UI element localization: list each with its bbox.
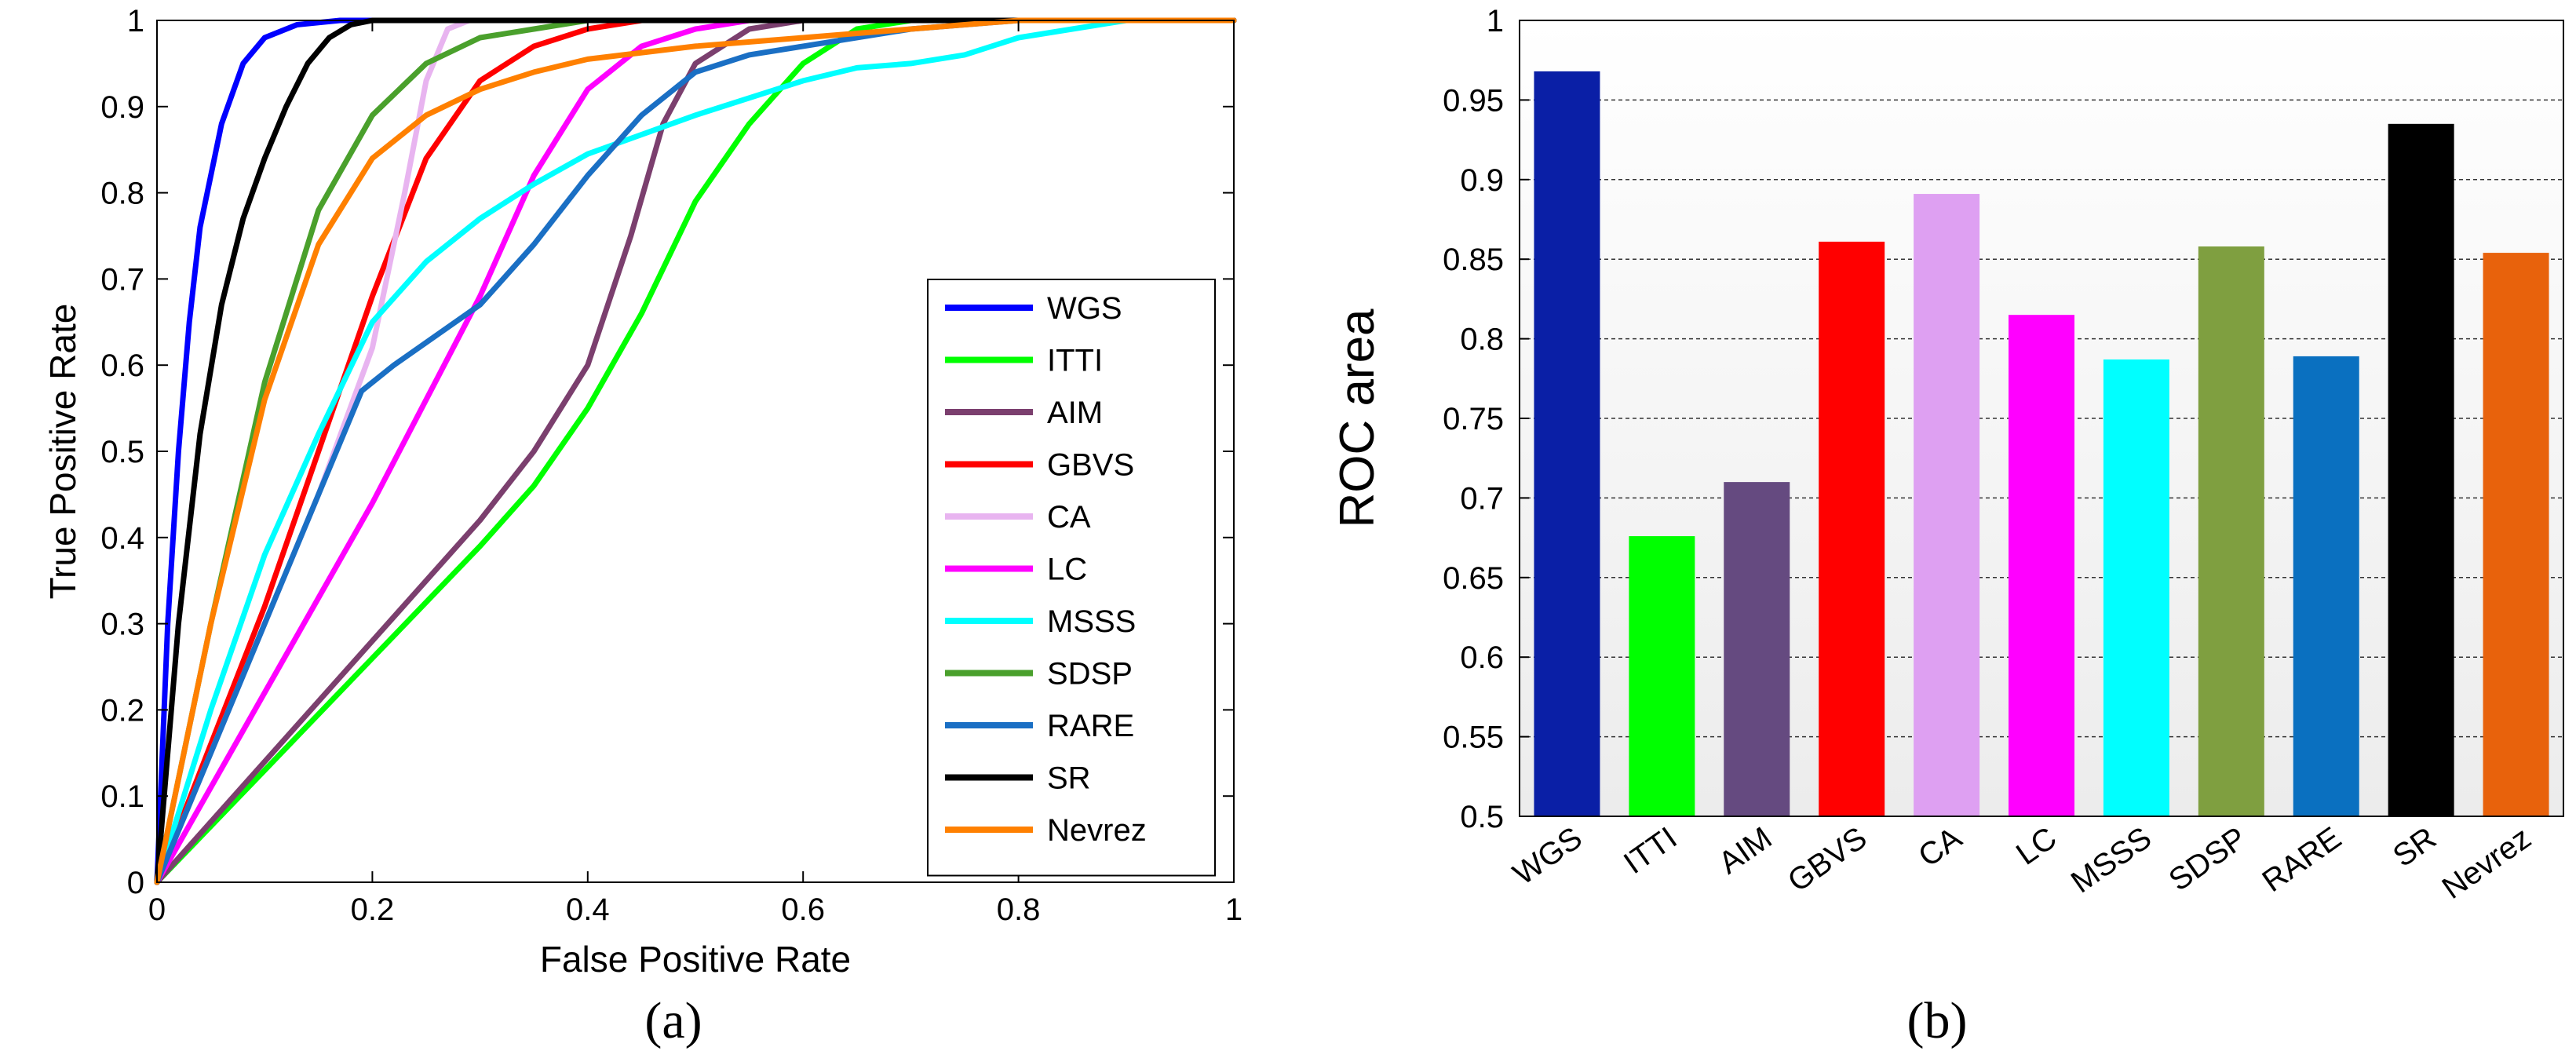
legend-label: CA	[1047, 500, 1091, 535]
y-axis-label: True Positive Rate	[42, 304, 83, 600]
roc-curve-gbvs	[154, 17, 1237, 885]
legend-label: AIM	[1047, 396, 1103, 430]
roc-curve-aim	[154, 17, 1237, 885]
legend-item-ca: CA	[945, 500, 1091, 535]
y-tick-label: 0.6	[100, 349, 144, 383]
y-tick-label: 0.9	[1460, 163, 1504, 198]
panel-label-a: (a)	[644, 992, 702, 1049]
y-tick-label: 0.8	[100, 177, 144, 211]
roc-curve-sr	[154, 17, 1237, 885]
y-tick-label: 0.95	[1443, 83, 1504, 118]
x-tick-label: 0.6	[781, 892, 825, 927]
y-tick-label: 0.4	[100, 521, 144, 556]
legend-label: MSSS	[1047, 604, 1136, 639]
category-label: MSSS	[2065, 820, 2158, 900]
x-tick-label: 1	[1225, 892, 1242, 927]
roc-curve-wgs	[154, 17, 1237, 885]
y-axis-label: ROC area	[1330, 308, 1385, 528]
x-tick-label: 0	[148, 892, 166, 927]
y-tick-label: 0.85	[1443, 243, 1504, 277]
bar-aim	[1724, 482, 1790, 816]
legend-label: GBVS	[1047, 448, 1134, 483]
category-label: RARE	[2257, 820, 2348, 899]
legend-label: Nevrez	[1047, 813, 1147, 848]
legend-item-sr: SR	[945, 761, 1091, 796]
category-label: LC	[2010, 820, 2063, 871]
y-tick-label: 0.9	[100, 90, 144, 125]
bar-lc	[2009, 315, 2074, 816]
y-tick-label: 0.6	[1460, 640, 1504, 675]
category-label: WGS	[1507, 820, 1589, 892]
roc-curve-lc	[154, 17, 1237, 885]
bar-rare	[2293, 356, 2359, 817]
legend-item-gbvs: GBVS	[945, 448, 1134, 483]
bar-sdsp	[2198, 246, 2264, 816]
y-tick-label: 0.7	[100, 262, 144, 297]
y-tick-label: 0.8	[1460, 323, 1504, 357]
legend-label: SR	[1047, 761, 1091, 796]
x-tick-label: 0.4	[566, 892, 610, 927]
category-label: GBVS	[1782, 820, 1873, 899]
y-tick-label: 0.55	[1443, 721, 1504, 755]
category-label: SR	[2387, 820, 2443, 874]
y-tick-label: 0.3	[100, 608, 144, 642]
legend-item-wgs: WGS	[945, 291, 1122, 326]
legend-label: WGS	[1047, 291, 1122, 326]
x-tick-label: 0.2	[351, 892, 395, 927]
bar-nevrez	[2483, 253, 2549, 816]
category-label: SDSP	[2163, 820, 2253, 898]
bar-gbvs	[1819, 241, 1885, 817]
legend-label: RARE	[1047, 709, 1134, 743]
legend-a: WGS ITTI AIM GBVS CA LC MSSS SDSP RARE SR Nevrez	[927, 279, 1216, 877]
legend-item-msss: MSSS	[945, 604, 1136, 639]
legend-item-aim: AIM	[945, 396, 1103, 430]
y-tick-label: 1	[1487, 4, 1504, 38]
bar-msss	[2103, 359, 2169, 816]
legend-item-sdsp: SDSP	[945, 657, 1133, 692]
category-label: ITTI	[1618, 820, 1683, 881]
panel-label-b: (b)	[1907, 992, 1968, 1049]
category-label: AIM	[1713, 820, 1778, 881]
legend-label: ITTI	[1047, 344, 1103, 378]
legend-item-itti: ITTI	[945, 344, 1103, 378]
roc-curve-rare	[154, 17, 1237, 885]
y-tick-label: 0	[127, 866, 144, 900]
roc-curve-itti	[154, 17, 1237, 885]
y-tick-label: 0.1	[100, 779, 144, 814]
x-axis-label: False Positive Rate	[540, 939, 851, 980]
y-tick-label: 1	[127, 4, 144, 38]
y-tick-label: 0.5	[100, 435, 144, 469]
legend-item-lc: LC	[945, 553, 1087, 587]
roc-curve-msss	[154, 17, 1237, 885]
roc-curve-chart: 0 0.2 0.4 0.6 0.8 1 0 0.1 0.2 0.3 0.4 0.5 0.6 0.7 0.8 0…	[42, 4, 1242, 1049]
roc-curve-nevrez	[154, 17, 1237, 885]
y-tick-label: 0.65	[1443, 561, 1504, 596]
bar-ca	[1914, 194, 1980, 816]
y-tick-label: 0.5	[1460, 800, 1504, 834]
x-tick-label: 0.8	[997, 892, 1041, 927]
bar-wgs	[1534, 71, 1600, 817]
category-label: CA	[1912, 820, 1968, 874]
legend-label: LC	[1047, 553, 1087, 587]
y-tick-label: 0.2	[100, 693, 144, 728]
legend-item-nevrez: Nevrez	[945, 813, 1147, 848]
y-tick-label: 0.75	[1443, 402, 1504, 436]
legend-label: SDSP	[1047, 657, 1133, 692]
bar-sr	[2388, 123, 2454, 816]
y-tick-label: 0.7	[1460, 481, 1504, 516]
legend-item-rare: RARE	[945, 709, 1134, 743]
bar-itti	[1629, 536, 1695, 816]
category-label: Nevrez	[2436, 820, 2538, 906]
